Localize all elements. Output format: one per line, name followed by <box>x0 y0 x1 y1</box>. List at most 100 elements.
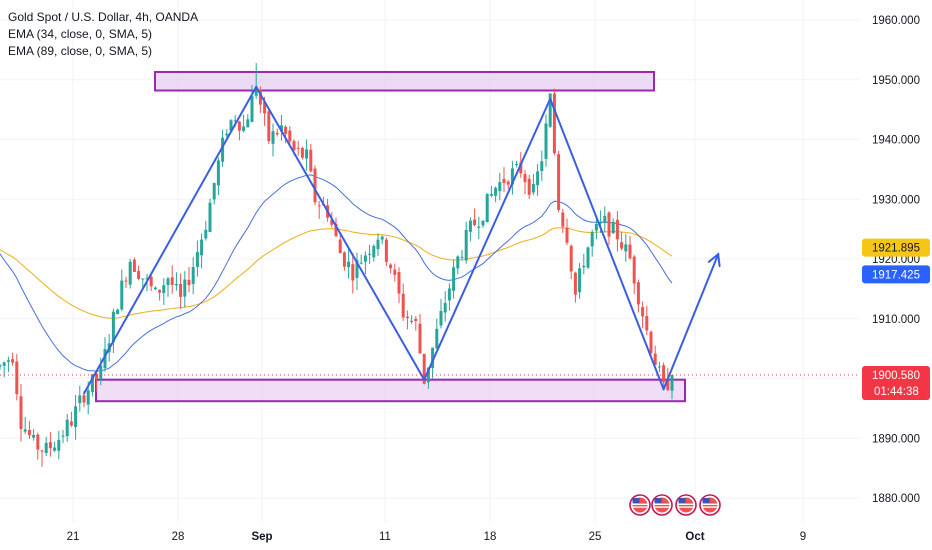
price-tick-label: 1950.000 <box>872 75 920 87</box>
candle-body <box>363 255 367 262</box>
candle-body <box>645 316 649 331</box>
candle-body <box>418 323 422 354</box>
candle-body <box>557 154 561 210</box>
candle-body <box>208 202 212 232</box>
candle-body <box>141 278 145 280</box>
candle-body <box>565 227 569 243</box>
candle-body <box>393 269 397 275</box>
candle-body <box>338 239 342 254</box>
candle-body <box>221 137 225 162</box>
candle-body <box>376 239 380 250</box>
candle-body <box>317 205 321 207</box>
support-resistance-zones[interactable] <box>95 70 686 403</box>
candle-body <box>162 285 166 294</box>
candle-body <box>69 421 73 426</box>
candle-body <box>443 302 447 313</box>
candle-body <box>179 283 183 297</box>
candle-body <box>422 353 426 384</box>
symbol-title[interactable]: Gold Spot / U.S. Dollar, 4h, OANDA <box>8 10 199 24</box>
candle-body <box>2 362 6 366</box>
flag-canton <box>678 498 686 503</box>
pattern-leg <box>423 97 552 381</box>
candle-body <box>19 396 23 429</box>
candle-body <box>573 272 577 295</box>
candle-body <box>15 361 19 395</box>
candle-body <box>594 224 598 231</box>
time-tick-label: 9 <box>800 531 806 543</box>
candle-body <box>544 123 548 159</box>
candle-body <box>431 347 435 369</box>
candle-body <box>641 307 645 317</box>
candle-body <box>275 132 279 135</box>
candle-body <box>456 256 460 269</box>
candles <box>0 63 674 467</box>
price-badge-value: 1917.425 <box>872 269 920 281</box>
candle-body <box>132 259 136 272</box>
candle-body <box>254 91 258 96</box>
candle-body <box>74 406 78 428</box>
candle-body <box>405 316 409 319</box>
time-tick-label: 11 <box>379 531 391 543</box>
candle-body <box>611 221 615 234</box>
time-axis[interactable]: 21 28 Sep 11 18 25 Oct 9 <box>67 531 807 543</box>
us-flag-icon <box>675 494 697 516</box>
candle-body <box>212 183 216 200</box>
us-flag-icon <box>651 494 673 516</box>
time-tick-label: 18 <box>484 531 497 543</box>
candle-body <box>128 261 132 285</box>
flag-canton <box>632 498 640 503</box>
candle-body <box>174 283 178 286</box>
candle-body <box>372 245 376 258</box>
candle-body <box>27 429 31 436</box>
candle-body <box>296 147 300 149</box>
flag-stripe <box>632 506 648 508</box>
ema-34-legend[interactable]: EMA (34, close, 0, SMA, 5) <box>8 27 153 41</box>
candle-body <box>662 365 666 383</box>
candle-body <box>561 212 565 227</box>
candle-body <box>489 194 493 196</box>
flag-stripe <box>702 506 718 508</box>
candle-body <box>250 96 254 122</box>
pattern-leg <box>83 85 258 395</box>
price-badge-value: 1921.895 <box>872 243 920 255</box>
candle-body <box>380 236 384 240</box>
pattern-leg <box>662 253 720 391</box>
candle-body <box>263 101 267 114</box>
candle-body <box>590 232 594 247</box>
candle-body <box>65 419 69 437</box>
candle-body <box>607 212 611 237</box>
candle-body <box>620 242 624 249</box>
w-pattern-drawing[interactable] <box>83 85 721 395</box>
candle-body <box>477 226 481 228</box>
time-tick-label: Sep <box>251 531 272 543</box>
candle-body <box>0 365 2 367</box>
candle-body <box>401 293 405 318</box>
candle-body <box>384 239 388 262</box>
ema-89-legend[interactable]: EMA (89, close, 0, SMA, 5) <box>8 44 153 58</box>
candle-body <box>57 439 61 451</box>
candle-body <box>145 278 149 280</box>
price-tick-label: 1890.000 <box>872 433 920 445</box>
flag-stripe <box>632 503 648 505</box>
candle-body <box>552 93 556 154</box>
candle-body <box>82 395 86 403</box>
candle-body <box>485 193 489 223</box>
candle-body <box>498 182 502 192</box>
candle-body <box>653 353 657 365</box>
candle-body <box>548 93 552 127</box>
candle-body <box>452 267 456 291</box>
candle-body <box>200 239 204 256</box>
candle-body <box>586 247 590 268</box>
economic-event-icons[interactable] <box>629 494 721 516</box>
candle-body <box>632 256 636 284</box>
price-axis[interactable]: 1880.0001890.0001900.0001910.0001920.000… <box>862 15 930 505</box>
candle-body <box>569 245 573 272</box>
candle-body <box>523 174 527 183</box>
candle-body <box>103 348 107 369</box>
us-flag-icon <box>699 494 721 516</box>
candle-body <box>11 359 15 363</box>
flag-canton <box>702 498 710 503</box>
candle-body <box>242 126 246 131</box>
candle-body <box>36 434 40 450</box>
